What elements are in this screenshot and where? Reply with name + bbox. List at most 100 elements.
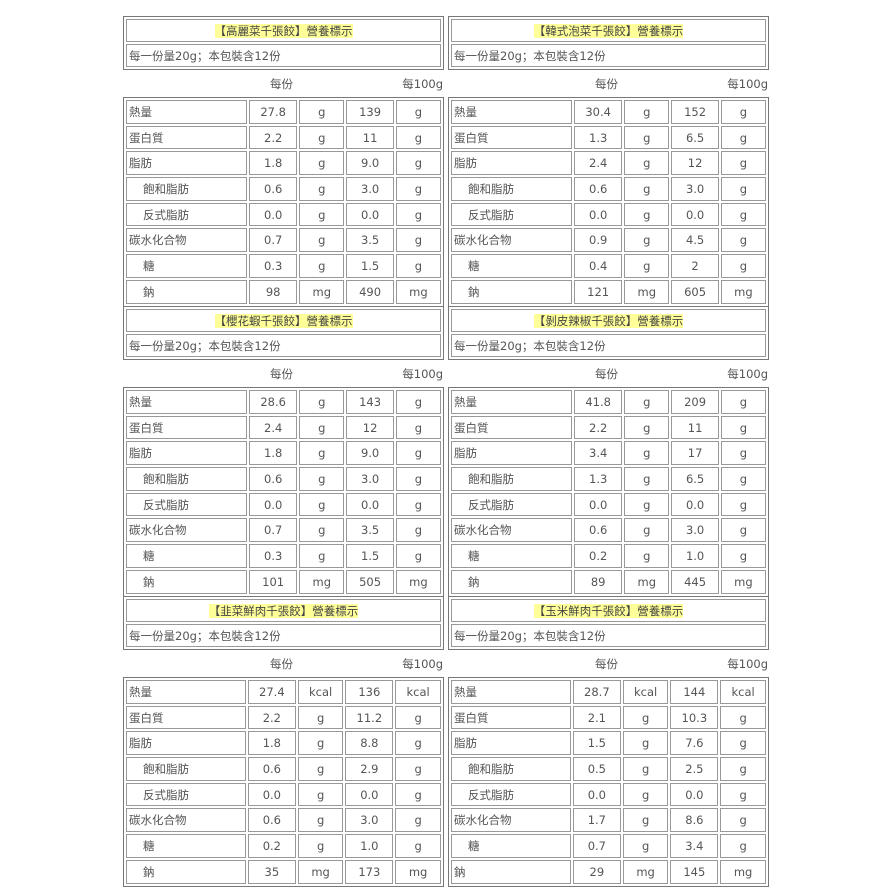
per-100g-unit: g bbox=[720, 467, 766, 491]
nutrient-label: 鈉 bbox=[451, 279, 573, 304]
per-serving-value: 0.5 bbox=[572, 757, 621, 781]
table-row: 熱量 30.4 g 152 g bbox=[451, 100, 766, 124]
per-serving-value: 0.0 bbox=[249, 202, 298, 227]
per-serving-unit: g bbox=[624, 467, 670, 491]
per-100g-unit: g bbox=[395, 782, 441, 807]
table-row: 脂肪 1.5 g 7.6 g bbox=[451, 731, 766, 756]
column-headers: 每份 每100g bbox=[123, 650, 444, 677]
table-row: 蛋白質 2.4 g 12 g bbox=[126, 415, 441, 440]
table-row: 鈉 29 mg 145 mg bbox=[451, 859, 766, 884]
per-serving-value: 0.6 bbox=[247, 808, 296, 833]
nutrient-label: 熱量 bbox=[451, 680, 571, 704]
per-serving-unit: g bbox=[299, 151, 345, 176]
nutrition-block: 【剝皮辣椒千張餃】營養標示 每一份量20g；本包裝含12份 每份 每100g 熱… bbox=[448, 306, 769, 597]
per-serving-unit: g bbox=[299, 390, 345, 414]
nutrient-label: 反式脂肪 bbox=[451, 492, 573, 517]
nutrient-label: 蛋白質 bbox=[126, 705, 246, 730]
title-table: 【韭菜鮮肉千張餃】營養標示 每一份量20g；本包裝含12份 bbox=[123, 596, 444, 650]
product-title: 【韓式泡菜千張餃】營養標示 bbox=[533, 23, 684, 38]
per-100g-value: 6.5 bbox=[671, 467, 719, 491]
per-100g-value: 0.0 bbox=[346, 202, 394, 227]
per-100g-value: 9.0 bbox=[346, 151, 394, 176]
per-serving-value: 0.0 bbox=[249, 492, 298, 517]
per-serving-value: 0.2 bbox=[574, 544, 623, 568]
nutrient-label: 熱量 bbox=[126, 680, 246, 704]
per-serving-value: 98 bbox=[249, 279, 298, 304]
nutrient-label: 碳水化合物 bbox=[126, 518, 248, 543]
per-100g-value: 12 bbox=[671, 151, 719, 176]
table-row: 反式脂肪 0.0 g 0.0 g bbox=[126, 202, 441, 227]
per-100g-value: 0.0 bbox=[670, 782, 719, 807]
per-serving-value: 0.0 bbox=[572, 782, 621, 807]
nutrient-label: 糖 bbox=[451, 834, 571, 858]
table-row: 脂肪 2.4 g 12 g bbox=[451, 151, 766, 176]
per-100g-value: 9.0 bbox=[346, 441, 394, 466]
per-100g-unit: g bbox=[395, 705, 441, 730]
per-100g-value: 12 bbox=[346, 415, 394, 440]
table-row: 糖 0.3 g 1.5 g bbox=[126, 254, 441, 278]
per-serving-value: 0.6 bbox=[249, 467, 298, 491]
per-serving-unit: g bbox=[624, 415, 670, 440]
per-serving-value: 2.2 bbox=[247, 705, 296, 730]
per-100g-unit: mg bbox=[720, 859, 766, 884]
per-100g-unit: mg bbox=[720, 569, 766, 594]
nutrient-label: 熱量 bbox=[126, 390, 248, 414]
table-row: 熱量 28.7 kcal 144 kcal bbox=[451, 680, 766, 704]
per-100g-value: 1.5 bbox=[346, 254, 394, 278]
per-100g-value: 3.0 bbox=[346, 177, 394, 201]
per-serving-value: 121 bbox=[574, 279, 623, 304]
per-serving-unit: g bbox=[622, 757, 669, 781]
per-serving-unit: mg bbox=[297, 859, 344, 884]
table-row: 蛋白質 1.3 g 6.5 g bbox=[451, 125, 766, 150]
per-100g-unit: g bbox=[395, 390, 441, 414]
table-row: 飽和脂肪 0.6 g 3.0 g bbox=[126, 467, 441, 491]
nutrient-label: 糖 bbox=[451, 544, 573, 568]
per-100g-value: 3.0 bbox=[346, 467, 394, 491]
table-row: 熱量 28.6 g 143 g bbox=[126, 390, 441, 414]
nutrient-label: 脂肪 bbox=[126, 151, 248, 176]
per-serving-unit: mg bbox=[624, 279, 670, 304]
nutrition-table: 熱量 28.7 kcal 144 kcal 蛋白質 2.1 g 10.3 g 脂… bbox=[448, 677, 769, 887]
nutrient-label: 蛋白質 bbox=[451, 415, 573, 440]
serving-info: 每一份量20g；本包裝含12份 bbox=[126, 44, 441, 67]
per-100g-value: 136 bbox=[345, 680, 394, 704]
nutrient-label: 糖 bbox=[126, 544, 248, 568]
nutrition-block: 【高麗菜千張餃】營養標示 每一份量20g；本包裝含12份 每份 每100g 熱量… bbox=[123, 16, 444, 307]
per-100g-value: 143 bbox=[346, 390, 394, 414]
column-headers: 每份 每100g bbox=[448, 70, 769, 97]
table-row: 熱量 41.8 g 209 g bbox=[451, 390, 766, 414]
per-100g-value: 2.5 bbox=[670, 757, 719, 781]
table-row: 碳水化合物 1.7 g 8.6 g bbox=[451, 808, 766, 833]
nutrient-label: 碳水化合物 bbox=[126, 808, 246, 833]
per-100g-value: 145 bbox=[670, 859, 719, 884]
per-100g-value: 605 bbox=[671, 279, 719, 304]
per-serving-unit: g bbox=[624, 151, 670, 176]
header-per-serving: 每份 bbox=[595, 76, 618, 91]
per-serving-value: 1.8 bbox=[249, 441, 298, 466]
per-serving-unit: kcal bbox=[622, 680, 669, 704]
nutrient-label: 反式脂肪 bbox=[451, 782, 571, 807]
nutrient-label: 飽和脂肪 bbox=[451, 467, 573, 491]
nutrient-label: 糖 bbox=[126, 834, 246, 858]
per-100g-unit: g bbox=[395, 731, 441, 756]
per-100g-unit: g bbox=[395, 441, 441, 466]
per-100g-unit: g bbox=[720, 151, 766, 176]
per-serving-unit: g bbox=[299, 467, 345, 491]
header-per-100g: 每100g bbox=[402, 366, 443, 381]
header-per-serving: 每份 bbox=[595, 656, 618, 671]
per-serving-unit: g bbox=[299, 254, 345, 278]
per-100g-unit: g bbox=[720, 441, 766, 466]
per-serving-value: 0.3 bbox=[249, 544, 298, 568]
per-100g-value: 0.0 bbox=[345, 782, 394, 807]
column-headers: 每份 每100g bbox=[123, 360, 444, 387]
per-100g-unit: g bbox=[395, 808, 441, 833]
per-serving-value: 1.8 bbox=[247, 731, 296, 756]
table-row: 碳水化合物 0.6 g 3.0 g bbox=[451, 518, 766, 543]
nutrient-label: 熱量 bbox=[126, 100, 248, 124]
per-serving-value: 0.9 bbox=[574, 228, 623, 253]
per-100g-value: 3.5 bbox=[346, 228, 394, 253]
per-serving-unit: g bbox=[624, 254, 670, 278]
column-headers: 每份 每100g bbox=[448, 650, 769, 677]
per-serving-unit: g bbox=[299, 100, 345, 124]
per-100g-value: 11 bbox=[346, 125, 394, 150]
